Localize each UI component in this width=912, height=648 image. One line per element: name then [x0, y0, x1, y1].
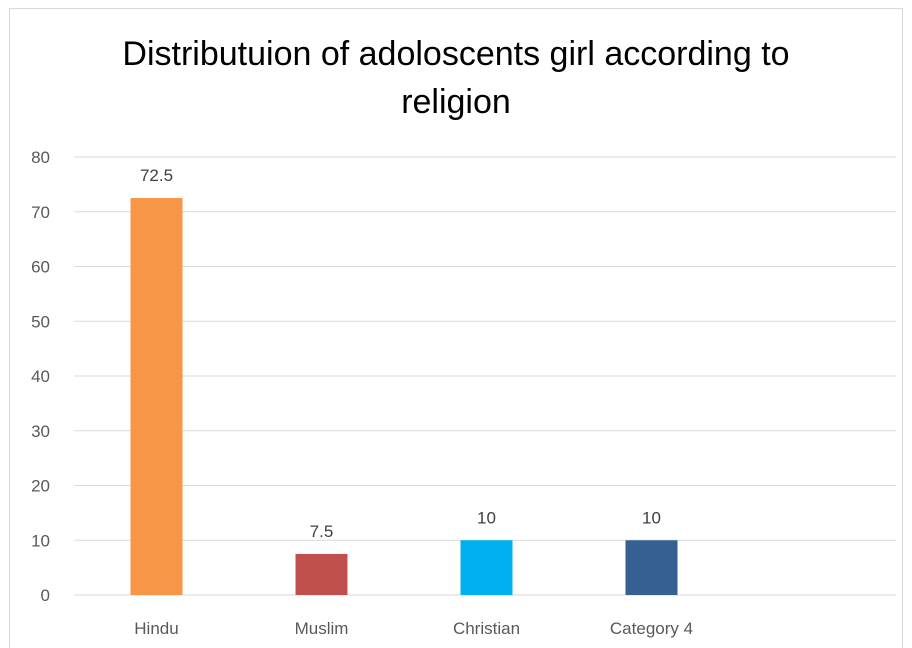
bar-christian	[460, 540, 513, 595]
data-label: 10	[642, 508, 661, 527]
x-tick-label: Category 4	[610, 619, 693, 638]
chart-title: Distributuion of adoloscents girl accord…	[122, 35, 790, 121]
y-tick-label: 70	[31, 203, 50, 222]
bars	[130, 198, 678, 595]
y-tick-label: 50	[31, 312, 50, 331]
data-labels: 72.5 7.5 10 10	[140, 166, 661, 541]
bar-muslim	[295, 553, 348, 595]
x-axis-tick-labels: Hindu Muslim Christian Category 4	[134, 619, 693, 638]
gridlines	[74, 156, 896, 596]
y-tick-label: 40	[31, 367, 50, 386]
y-tick-label: 30	[31, 422, 50, 441]
y-tick-label: 80	[31, 148, 50, 167]
x-tick-label: Hindu	[134, 619, 178, 638]
x-tick-label: Christian	[453, 619, 520, 638]
data-label: 72.5	[140, 166, 173, 185]
bar-category-4	[625, 540, 678, 595]
y-axis-tick-labels: 0 10 20 30 40 50 60 70 80	[31, 148, 50, 605]
y-tick-label: 60	[31, 258, 50, 277]
data-label: 7.5	[310, 522, 334, 541]
data-label: 10	[477, 508, 496, 527]
x-tick-label: Muslim	[295, 619, 349, 638]
y-tick-label: 10	[31, 531, 50, 550]
bar-hindu	[130, 198, 183, 595]
y-tick-label: 0	[41, 586, 50, 605]
y-tick-label: 20	[31, 477, 50, 496]
